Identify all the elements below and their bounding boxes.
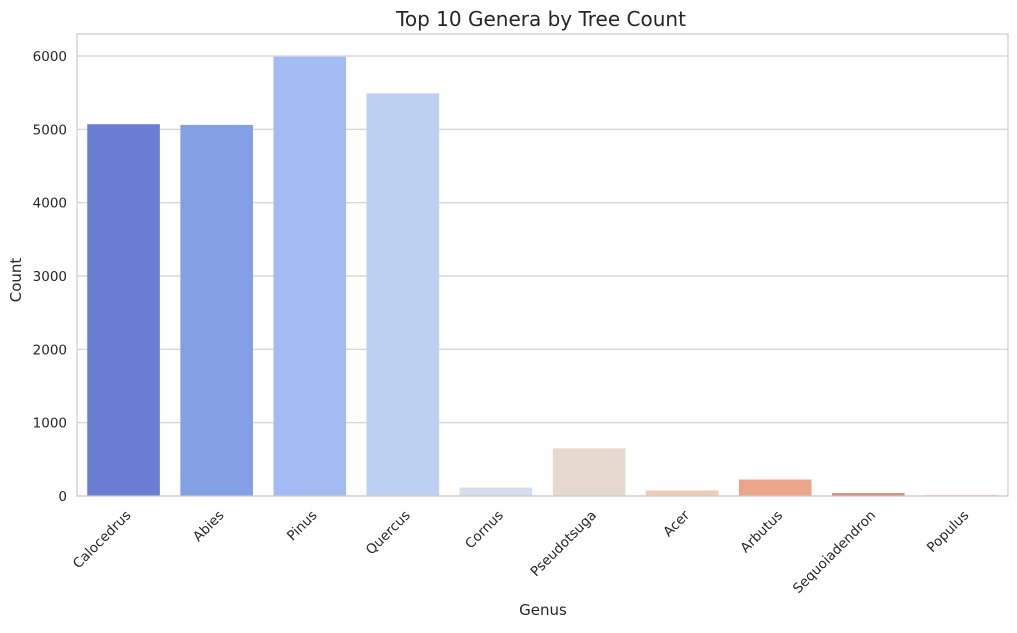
bar-pinus [273,56,347,496]
bar-abies [180,124,253,496]
y-tick-labels: 0 1000 2000 3000 4000 5000 6000 [33,49,67,505]
plot-frame [76,33,1009,497]
y-axis-label: Count [7,258,25,303]
bar-cornus [459,487,533,496]
y-tick-label: 4000 [33,196,67,212]
x-tick-label: Calocedrus [70,508,134,572]
bar-pseudotsuga [552,448,626,496]
x-tick-labels: Calocedrus Abies Pinus Quercus Cornus Pseudot… [70,507,972,597]
bar-sequoiadendron [832,493,905,496]
y-tick-label: 1000 [33,416,67,432]
x-tick-label: Sequoiadendron [790,508,879,597]
y-tick-label: 5000 [33,122,67,138]
bar-calocedrus [87,124,160,496]
chart-title: Top 10 Genera by Tree Count [395,7,686,31]
x-tick-label: Cornus [462,508,507,553]
y-tick-label: 6000 [33,49,67,65]
x-tick-label: Populus [924,508,972,556]
bar-quercus [366,93,440,497]
bars [87,56,998,497]
x-tick-label: Acer [660,507,693,540]
y-tick-label: 0 [58,489,67,505]
y-tick-label: 2000 [33,342,67,358]
bar-acer [645,490,719,496]
x-tick-label: Abies [190,508,227,545]
bar-arbutus [738,479,812,496]
x-tick-label: Arbutus [737,508,786,557]
x-tick-label: Quercus [363,508,414,559]
x-tick-label: Pseudotsuga [527,508,599,580]
y-tick-label: 3000 [33,269,67,285]
x-tick-label: Pinus [284,508,321,545]
x-axis-label: Genus [519,601,567,619]
